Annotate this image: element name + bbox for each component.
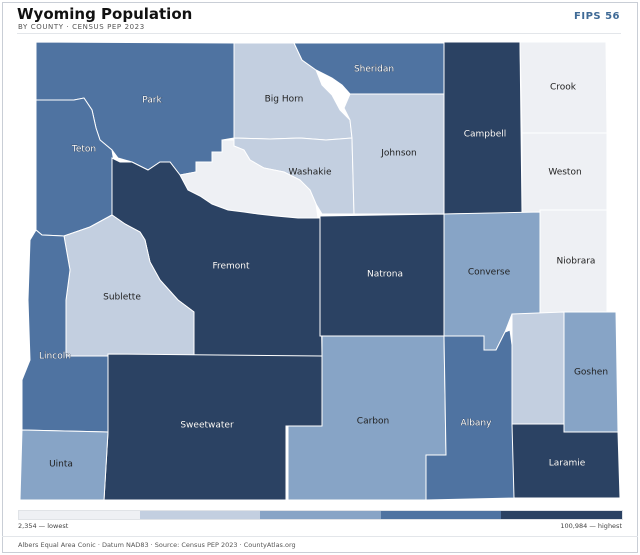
legend-bin [139,511,261,519]
county-label-crook: Crook [550,83,577,93]
county-label-johnson: Johnson [380,149,416,159]
county-label-converse: Converse [468,268,511,278]
county-label-washakie: Washakie [289,168,332,178]
county-campbell[interactable] [443,41,523,215]
map-title: Wyoming Population [17,5,193,23]
county-label-fremont: Fremont [212,262,250,272]
county-label-sublette: Sublette [103,293,141,303]
fips-code: FIPS 56 [574,11,620,22]
legend-bin [380,511,502,519]
map-footer: Albers Equal Area Conic · Datum NAD83 · … [18,541,296,549]
county-label-niobrara: Niobrara [557,257,596,267]
county-label-natrona: Natrona [367,270,403,280]
county-label-lincoln: Lincoln [39,352,71,362]
footer-divider [2,536,638,537]
legend-bin [501,511,622,519]
legend-bin [260,511,381,519]
legend-high-label: 100,984 — highest [560,522,622,530]
legend-bin [19,511,140,519]
county-johnson[interactable] [343,93,445,215]
legend-low-label: 2,354 — lowest [18,522,69,530]
county-label-albany: Albany [461,419,493,429]
county-label-campbell: Campbell [464,130,507,140]
header-divider [17,33,621,34]
county-platte[interactable] [511,311,565,425]
county-laramie[interactable] [511,423,621,499]
color-scale-legend [18,510,623,520]
county-label-goshen: Goshen [574,368,608,378]
county-label-teton: Teton [71,145,96,155]
county-label-sheridan: Sheridan [354,65,394,75]
county-label-sweetwater: Sweetwater [180,421,234,431]
county-label-weston: Weston [548,168,581,178]
county-label-carbon: Carbon [357,417,389,427]
county-uinta[interactable] [19,429,109,501]
map-subtitle: BY COUNTY · CENSUS PEP 2023 [18,23,145,31]
county-label-bighorn: Big Horn [265,95,304,105]
county-label-uinta: Uinta [49,460,73,470]
county-label-laramie: Laramie [549,459,586,469]
county-label-park: Park [142,96,162,106]
